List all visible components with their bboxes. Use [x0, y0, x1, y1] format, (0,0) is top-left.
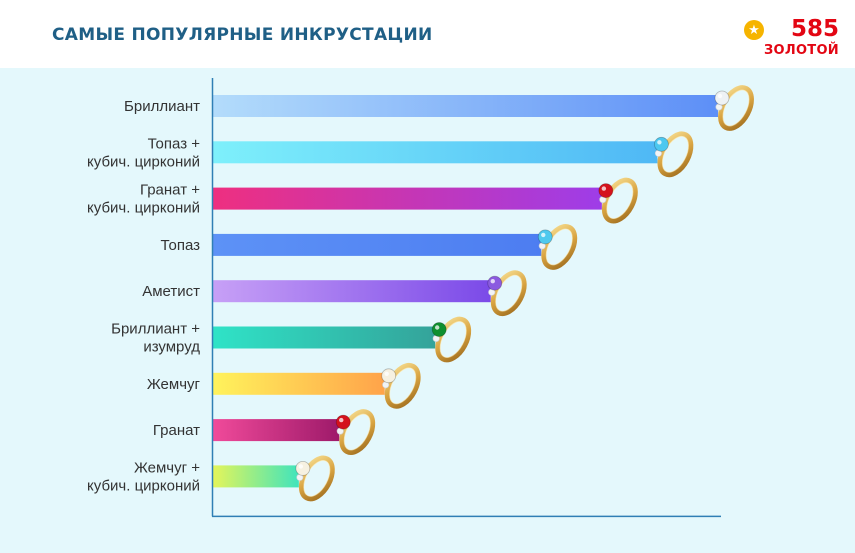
gem-icon — [381, 368, 397, 389]
category-label-line: Бриллиант + — [111, 321, 200, 338]
category-label-line: Гранат — [153, 422, 200, 439]
category-label: Топаз — [160, 237, 200, 254]
bar-3 — [213, 187, 602, 210]
bar-5 — [213, 280, 491, 303]
gem-icon — [335, 414, 351, 435]
category-label-line: Жемчуг — [147, 376, 201, 393]
category-label: Бриллиант + изумруд — [111, 321, 200, 356]
star-icon: ★ — [744, 20, 764, 40]
category-label: Топаз + кубич. цирконий — [87, 135, 200, 170]
category-label: Гранат + кубич. цирконий — [87, 182, 200, 217]
bar-9 — [213, 465, 299, 488]
chart-area: Бриллиант Топаз + кубич. цирконий Гранат + к… — [0, 68, 855, 553]
gem-icon — [487, 275, 503, 296]
bar-4 — [213, 233, 542, 256]
category-label-line: Гранат + — [140, 182, 200, 199]
category-label: Аметист — [142, 283, 200, 300]
logo-word: ЗОЛОТОЙ — [763, 43, 839, 58]
bar-6 — [213, 326, 436, 349]
page-title: САМЫЕ ПОПУЛЯРНЫЕ ИНКРУСТАЦИИ — [52, 25, 433, 45]
bar-1 — [213, 95, 718, 117]
category-label-line: Жемчуг + — [134, 459, 200, 476]
category-label-line: кубич. цирконий — [87, 153, 200, 170]
category-label: Бриллиант — [124, 98, 200, 115]
gem-icon — [714, 90, 730, 111]
header: САМЫЕ ПОПУЛЯРНЫЕ ИНКРУСТАЦИИ ★ 585 ЗОЛОТ… — [0, 0, 855, 68]
category-label: Жемчуг — [147, 376, 201, 393]
category-label: Жемчуг + кубич. цирконий — [87, 459, 200, 494]
bars-group — [213, 95, 718, 488]
category-label-line: Бриллиант — [124, 98, 200, 115]
gem-icon — [431, 322, 447, 343]
gem-icon — [537, 229, 553, 250]
category-label-line: Топаз — [160, 237, 200, 254]
gem-icon — [295, 460, 311, 481]
category-label-line: кубич. цирконий — [87, 200, 200, 217]
bar-7 — [213, 372, 385, 395]
category-label-line: Топаз + — [148, 135, 201, 152]
category-label-line: Аметист — [142, 283, 200, 300]
category-label: Гранат — [153, 422, 200, 439]
logo-number: 585 — [790, 16, 839, 42]
gem-icon — [598, 183, 614, 204]
rings-group — [295, 85, 754, 502]
category-label-line: изумруд — [143, 339, 200, 356]
bar-2 — [213, 141, 658, 164]
bar-8 — [213, 419, 340, 442]
logo-585: ★ 585 ЗОЛОТОЙ — [744, 16, 839, 60]
gem-icon — [654, 136, 669, 157]
category-label-line: кубич. цирконий — [87, 477, 200, 494]
